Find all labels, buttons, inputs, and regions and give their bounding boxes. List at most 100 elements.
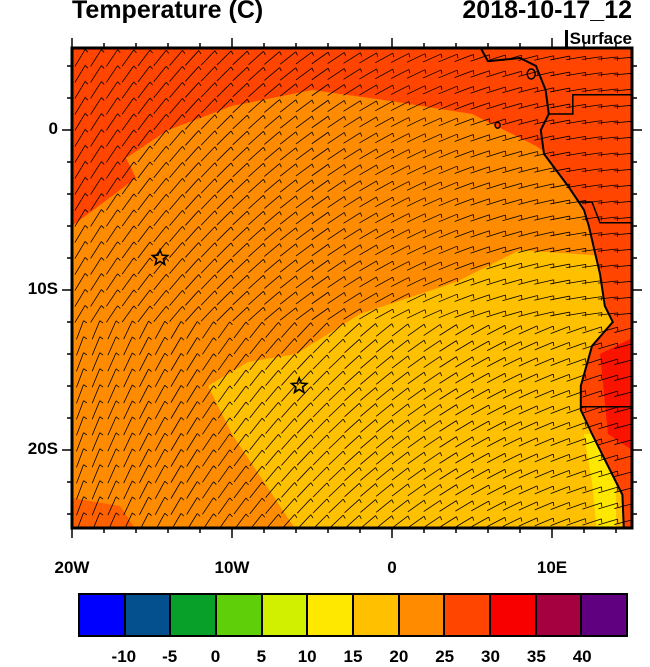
- wind-barb: [328, 418, 344, 434]
- wind-barb: [422, 261, 442, 271]
- wind-barb-tick: [214, 226, 218, 231]
- wind-barb: [249, 337, 263, 355]
- wind-barb: [470, 246, 490, 254]
- wind-barb: [582, 518, 602, 526]
- wind-barb-tick: [198, 226, 202, 231]
- wind-barb-tick: [115, 352, 120, 356]
- wind-barb-tick: [279, 195, 282, 200]
- wind-barb-tick: [197, 369, 201, 373]
- wind-barb-tick: [392, 85, 395, 90]
- wind-barb-tick: [568, 454, 571, 459]
- wind-barb-tick: [246, 242, 250, 247]
- lat-label: 0: [48, 119, 58, 138]
- wind-barb-tick: [311, 307, 314, 312]
- wind-barb: [375, 164, 393, 176]
- wind-barb-tick: [197, 353, 201, 357]
- wind-barb: [407, 515, 425, 528]
- wind-barb-tick: [294, 450, 298, 455]
- wind-barb: [139, 448, 149, 468]
- wind-barb: [202, 321, 214, 339]
- wind-barb-tick: [84, 49, 89, 53]
- wind-barb-tick: [472, 230, 475, 235]
- wind-barb-tick: [279, 131, 282, 136]
- wind-barb-tick: [327, 164, 331, 169]
- wind-barb: [264, 131, 280, 145]
- wind-barb-tick: [230, 98, 234, 103]
- wind-barb-tick: [472, 150, 475, 155]
- wind-barb: [439, 452, 457, 464]
- wind-barb-tick: [230, 290, 234, 295]
- colorbar: [78, 593, 628, 637]
- wind-barb-tick: [180, 321, 185, 325]
- wind-barb-tick: [213, 401, 217, 405]
- wind-barb: [170, 449, 182, 467]
- wind-barb: [439, 500, 457, 512]
- wind-barb: [344, 387, 360, 401]
- wind-barb-tick: [182, 98, 186, 102]
- wind-barb: [328, 466, 344, 482]
- wind-barb-tick: [83, 416, 88, 420]
- wind-barb: [455, 324, 473, 336]
- wind-barb-tick: [407, 499, 410, 504]
- wind-barb-tick: [360, 228, 363, 233]
- wind-barb-tick: [149, 273, 153, 278]
- wind-barb-tick: [391, 467, 394, 472]
- wind-barb-tick: [311, 163, 314, 168]
- wind-barb: [486, 469, 506, 479]
- wind-barb: [139, 496, 149, 516]
- wind-barb-tick: [310, 450, 314, 455]
- wind-barb: [502, 86, 522, 94]
- wind-barb: [327, 148, 345, 160]
- wind-barb: [534, 311, 554, 317]
- wind-barb-tick: [294, 354, 298, 359]
- wind-barb: [121, 305, 135, 323]
- wind-barb: [216, 274, 232, 290]
- wind-barb-tick: [536, 517, 539, 522]
- wind-barb-tick: [327, 276, 331, 281]
- wind-barb-tick: [133, 97, 137, 102]
- wind-barb: [327, 212, 345, 224]
- wind-barb-tick: [424, 197, 427, 202]
- wind-barb: [502, 198, 522, 206]
- wind-barb-tick: [520, 469, 523, 474]
- wind-barb-tick: [327, 228, 331, 233]
- wind-barb-tick: [133, 225, 137, 230]
- wind-barb: [232, 306, 248, 322]
- wind-barb-tick: [536, 341, 539, 346]
- wind-barb: [200, 66, 216, 82]
- wind-barb: [202, 385, 214, 403]
- wind-barb: [486, 389, 506, 399]
- wind-barb: [153, 65, 167, 83]
- wind-barb-tick: [229, 337, 233, 342]
- wind-barb: [153, 97, 167, 115]
- wind-barb: [550, 215, 570, 221]
- wind-barb-tick: [343, 68, 347, 73]
- wind-barb: [566, 279, 586, 285]
- wind-barb: [217, 401, 231, 419]
- wind-barb: [169, 82, 183, 98]
- wind-barb: [390, 293, 410, 303]
- wind-barb: [200, 194, 216, 210]
- wind-barb-tick: [84, 129, 89, 133]
- wind-barb: [343, 212, 361, 224]
- wind-barb: [598, 56, 618, 60]
- wind-barb-tick: [392, 69, 395, 74]
- wind-barb: [550, 295, 570, 301]
- wind-barb-tick: [552, 358, 555, 363]
- wind-barb: [582, 152, 602, 156]
- wind-barb-tick: [198, 194, 202, 199]
- wind-barb-tick: [342, 322, 346, 327]
- wind-barb-tick: [439, 340, 443, 345]
- wind-barb: [185, 274, 199, 290]
- wind-barb-tick: [295, 99, 298, 104]
- wind-barb: [407, 371, 425, 385]
- wind-barb-tick: [408, 165, 411, 170]
- wind-barb-tick: [117, 289, 121, 293]
- wind-barb-tick: [311, 83, 314, 88]
- wind-barb: [518, 405, 538, 415]
- wind-barb: [154, 449, 166, 467]
- wind-barb-tick: [148, 432, 152, 436]
- wind-barb: [106, 81, 118, 99]
- wind-barb-tick: [278, 418, 282, 422]
- wind-barb-tick: [213, 465, 217, 469]
